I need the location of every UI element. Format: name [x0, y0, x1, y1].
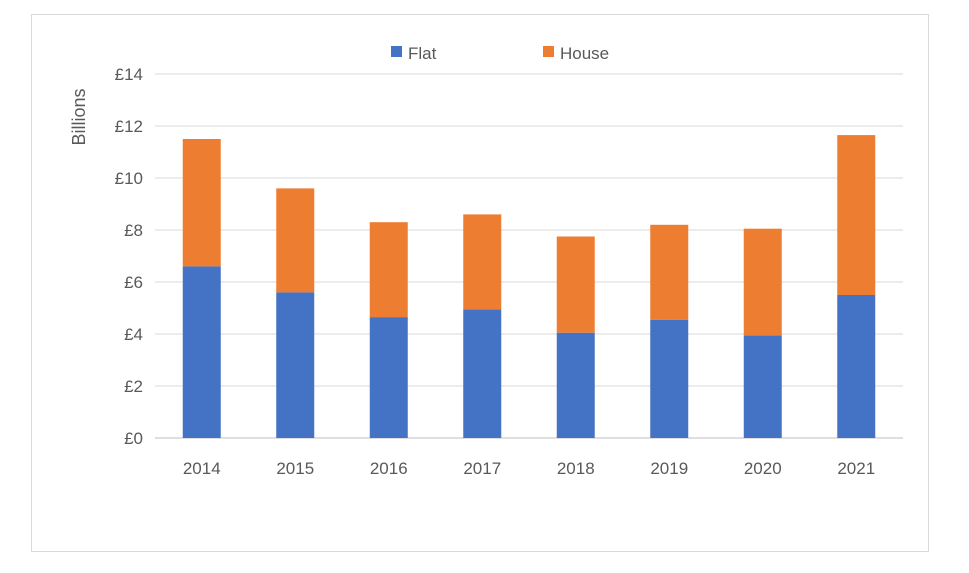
bar-house-2016	[369, 222, 408, 318]
bar-flat-2017	[463, 309, 502, 438]
x-tick-label: 2021	[837, 459, 875, 478]
bar-flat-2021	[837, 295, 876, 438]
y-tick-label: £4	[124, 325, 143, 344]
y-tick-label: £12	[115, 117, 143, 136]
y-tick-label: £10	[115, 169, 143, 188]
y-tick-label: £2	[124, 377, 143, 396]
bar-flat-2014	[182, 266, 221, 438]
bar-house-2018	[556, 236, 595, 333]
bar-house-2019	[650, 224, 689, 320]
y-tick-label: £0	[124, 429, 143, 448]
bar-house-2020	[743, 228, 782, 336]
x-tick-label: 2018	[557, 459, 595, 478]
y-tick-label: £8	[124, 221, 143, 240]
legend: Flat House	[391, 44, 609, 63]
x-tick-label: 2016	[370, 459, 408, 478]
bar-flat-2019	[650, 319, 689, 438]
bars	[182, 135, 876, 438]
gridlines	[155, 73, 903, 439]
x-tick-label: 2019	[650, 459, 688, 478]
bar-flat-2020	[743, 335, 782, 438]
bar-house-2017	[463, 214, 502, 310]
legend-swatch-flat	[391, 46, 402, 57]
y-axis-ticks: £0 £2 £4 £6 £8 £10 £12 £14	[115, 65, 143, 448]
legend-swatch-house	[543, 46, 554, 57]
y-tick-label: £6	[124, 273, 143, 292]
bar-flat-2018	[556, 332, 595, 438]
bar-flat-2016	[369, 317, 408, 438]
x-tick-label: 2017	[463, 459, 501, 478]
x-tick-label: 2015	[276, 459, 314, 478]
bar-house-2015	[276, 188, 315, 293]
legend-label-flat: Flat	[408, 44, 437, 63]
bar-flat-2015	[276, 292, 315, 438]
x-tick-label: 2020	[744, 459, 782, 478]
y-axis-title: Billions	[69, 88, 89, 145]
bar-house-2021	[837, 135, 876, 295]
y-tick-label: £14	[115, 65, 143, 84]
x-tick-label: 2014	[183, 459, 221, 478]
legend-label-house: House	[560, 44, 609, 63]
bar-house-2014	[182, 139, 221, 267]
x-axis-ticks: 2014 2015 2016 2017 2018 2019 2020 2021	[183, 459, 875, 478]
